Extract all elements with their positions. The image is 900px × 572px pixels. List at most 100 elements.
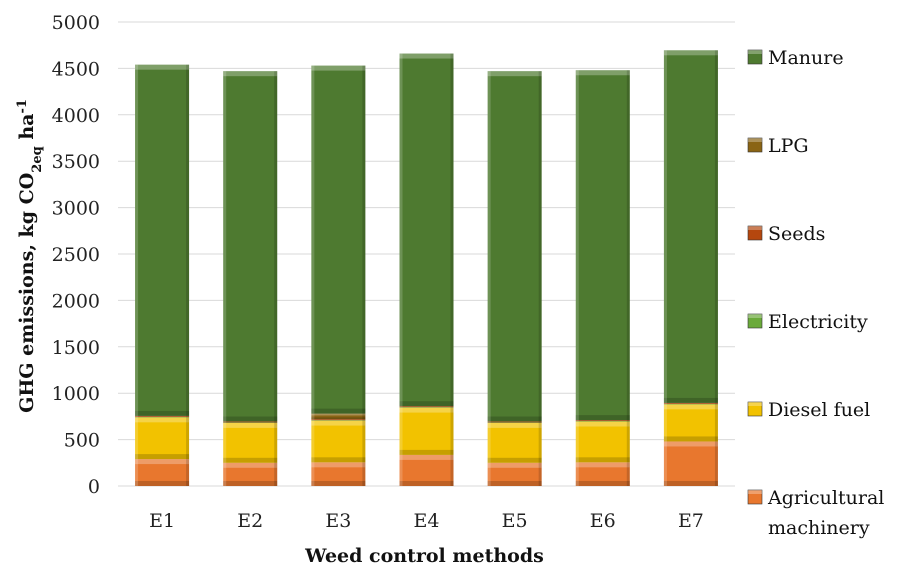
y-title-main: GHG emissions, kg CO: [16, 173, 38, 413]
bar-bevel-left: [135, 417, 139, 460]
bar-bevel-right: [626, 420, 630, 422]
bar-stack-e4: [399, 53, 454, 486]
bar-bevel-left: [311, 420, 315, 463]
legend-label: Agricultural: [767, 487, 884, 509]
y-tick-label: 2500: [52, 244, 100, 266]
bar-bevel-shade: [311, 417, 366, 420]
bar-bevel-right: [274, 422, 278, 463]
bar-segment-manure: [487, 71, 542, 422]
bar-bevel-right: [450, 454, 454, 486]
legend-swatch-highlight: [748, 490, 762, 494]
bar-bevel-highlight: [223, 71, 278, 77]
bar-segment-electricity: [223, 422, 278, 423]
bar-bevel-highlight: [487, 462, 542, 468]
legend-label: Diesel fuel: [768, 399, 870, 421]
bar-bevel-left: [311, 420, 315, 421]
x-tick-label: E1: [149, 510, 175, 532]
legend-swatch: [747, 489, 763, 505]
bar-bevel-right: [274, 71, 278, 422]
legend-swatch-highlight: [748, 50, 762, 54]
bar-bevel-shade: [135, 481, 190, 486]
bar-segment-agricultural-machinery: [399, 454, 454, 486]
bar-segment-electricity: [311, 420, 366, 421]
bar-bevel-right: [450, 407, 454, 455]
bar-bevel-right: [450, 406, 454, 408]
y-tick-label: 4500: [52, 58, 100, 80]
bar-segment-seeds: [399, 406, 454, 408]
bars-layer: [135, 50, 718, 486]
bar-segment-agricultural-machinery: [487, 462, 542, 486]
bar-bevel-left: [311, 413, 315, 420]
bar-bevel-highlight: [135, 64, 190, 70]
bar-bevel-shade: [311, 481, 366, 486]
legend-item-lpg: LPG: [747, 135, 809, 157]
bar-bevel-left: [487, 422, 491, 423]
legend-swatch: [747, 401, 763, 417]
y-tick-label: 1500: [52, 337, 100, 359]
bar-bevel-right: [186, 416, 190, 418]
bar-bevel-right: [538, 462, 542, 486]
x-axis-title: Weed control methods: [304, 545, 544, 567]
legend-swatch: [747, 313, 763, 329]
bar-bevel-right: [538, 422, 542, 423]
bar-bevel-right: [362, 462, 366, 486]
bar-bevel-right: [714, 402, 718, 404]
bar-segment-agricultural-machinery: [575, 462, 630, 486]
bar-bevel-right: [186, 459, 190, 486]
y-tick-label: 500: [64, 430, 100, 452]
bar-bevel-shade: [575, 415, 630, 421]
bar-bevel-highlight: [663, 441, 718, 447]
bar-segment-electricity: [663, 403, 718, 405]
bar-segment-agricultural-machinery: [311, 462, 366, 486]
bar-bevel-right: [274, 421, 278, 423]
bar-bevel-right: [362, 65, 366, 414]
bar-bevel-right: [714, 50, 718, 403]
bar-segment-seeds: [311, 419, 366, 421]
y-title-subscript: 2eq: [30, 146, 45, 172]
bar-bevel-right: [626, 70, 630, 421]
y-tick-label: 3500: [52, 151, 100, 173]
bar-segment-electricity: [487, 422, 542, 423]
bar-bevel-shade: [399, 449, 454, 455]
bar-bevel-right: [714, 441, 718, 486]
bar-segment-manure: [223, 71, 278, 422]
bar-bevel-highlight: [663, 50, 718, 56]
bar-bevel-highlight: [487, 422, 542, 428]
bar-bevel-shade: [311, 457, 366, 463]
bar-bevel-left: [223, 462, 227, 486]
bar-bevel-left: [575, 421, 579, 463]
bar-bevel-right: [714, 404, 718, 442]
bar-bevel-right: [274, 422, 278, 423]
bar-bevel-left: [663, 441, 667, 486]
bar-bevel-shade: [487, 481, 542, 486]
legend-swatch-highlight: [748, 138, 762, 142]
y-tick-label: 4000: [52, 105, 100, 127]
bar-stack-e5: [487, 71, 542, 486]
bar-bevel-left: [487, 71, 491, 422]
x-tick-label: E4: [414, 510, 440, 532]
bar-bevel-right: [362, 419, 366, 421]
bar-bevel-right: [362, 413, 366, 420]
bar-segment-manure: [311, 65, 366, 414]
y-axis-title: GHG emissions, kg CO2eq ha-1: [15, 99, 45, 413]
bar-bevel-left: [663, 403, 667, 405]
bar-bevel-right: [538, 421, 542, 423]
legend-item-diesel-fuel: Diesel fuel: [747, 399, 870, 421]
x-tick-label: E6: [590, 510, 616, 532]
bar-segment-agricultural-machinery: [223, 462, 278, 486]
bar-bevel-highlight: [223, 462, 278, 468]
bar-bevel-left: [135, 415, 139, 417]
legend-item-manure: Manure: [747, 47, 844, 69]
bar-stack-e6: [575, 70, 630, 486]
bar-bevel-left: [575, 420, 579, 422]
bar-bevel-highlight: [399, 53, 454, 59]
bar-bevel-left: [663, 50, 667, 403]
bar-bevel-shade: [135, 410, 190, 416]
bar-stack-e3: [311, 65, 366, 486]
y-title-unit: ha: [16, 114, 38, 147]
bar-bevel-right: [362, 420, 366, 421]
bar-bevel-left: [399, 454, 403, 486]
legend-swatch: [747, 225, 763, 241]
bar-bevel-shade: [575, 481, 630, 486]
